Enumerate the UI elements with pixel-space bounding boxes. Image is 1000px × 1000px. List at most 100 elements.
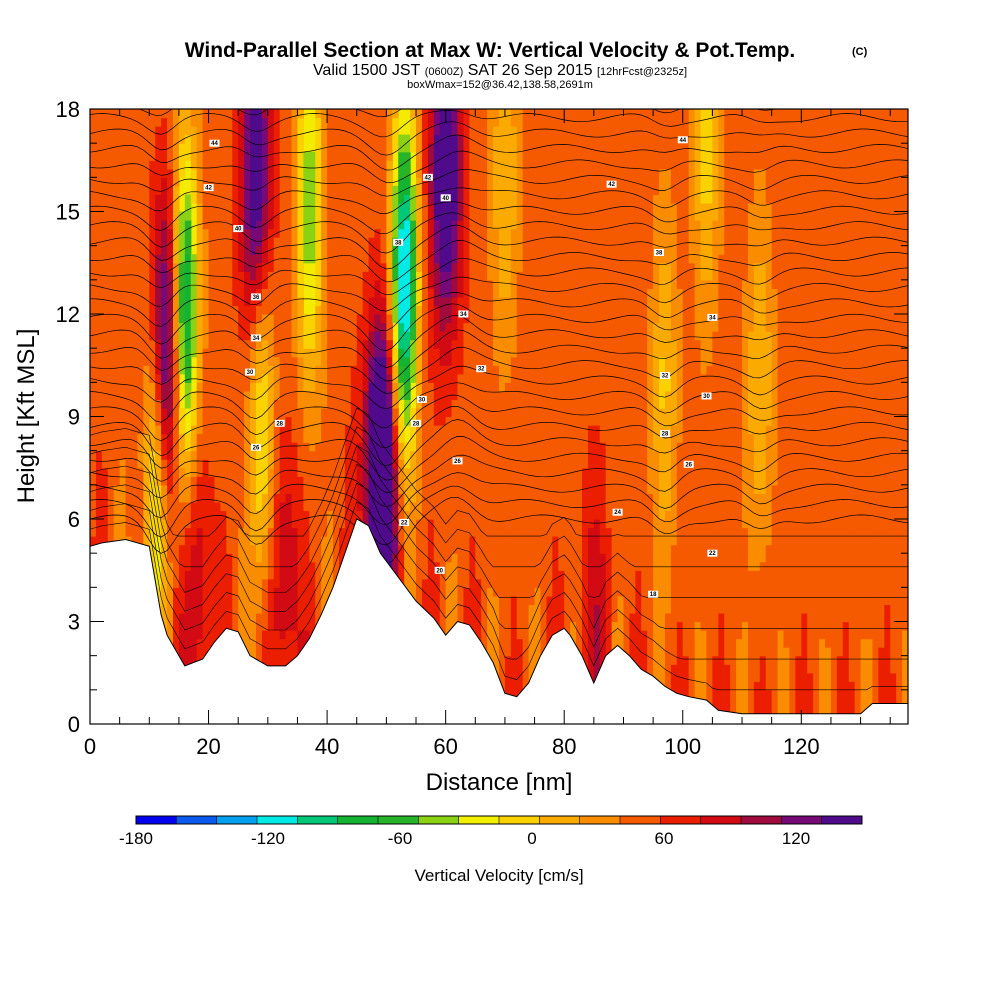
velocity-cell [451,476,459,486]
velocity-cell [238,194,245,204]
velocity-cell [214,288,222,298]
velocity-cell [90,416,97,426]
velocity-cell [309,527,316,537]
velocity-cell [255,339,263,349]
velocity-cell [244,339,251,349]
velocity-cell [499,245,506,255]
velocity-cell [327,296,334,307]
velocity-cell [433,134,441,144]
velocity-cell [433,407,441,418]
velocity-cell [303,339,310,349]
velocity-cell [285,561,293,571]
velocity-cell [226,612,233,623]
velocity-cell [107,211,115,221]
velocity-cell [309,365,316,375]
velocity-cell [214,211,222,221]
velocity-cell [475,211,482,221]
velocity-cell [244,425,251,435]
velocity-cell [95,245,103,255]
velocity-cell [380,459,387,469]
velocity-cell [362,254,370,264]
velocity-cell [475,185,482,196]
velocity-cell [421,305,429,315]
velocity-cell [333,484,340,494]
velocity-cell [410,467,417,477]
velocity-cell [463,570,470,580]
velocity-cell [410,237,417,247]
velocity-cell [362,305,370,315]
velocity-cell [356,126,364,136]
velocity-cell [167,126,174,136]
velocity-cell [433,185,441,196]
velocity-cell [161,245,168,255]
velocity-cell [386,467,393,477]
velocity-cell [273,595,281,606]
velocity-cell [137,245,144,255]
velocity-cell [273,254,281,264]
velocity-cell [220,399,227,409]
velocity-cell [155,134,162,144]
velocity-cell [404,151,411,161]
velocity-cell [416,194,423,204]
velocity-cell [250,185,257,196]
velocity-cell [386,433,393,443]
velocity-cell [196,416,204,426]
velocity-cell [214,570,222,580]
velocity-cell [463,561,470,571]
velocity-cell [445,595,453,606]
velocity-cell [344,160,352,170]
velocity-cell [368,501,376,512]
velocity-cell [404,134,411,144]
velocity-cell [338,339,346,349]
velocity-cell [220,202,227,213]
velocity-cell [279,467,287,477]
velocity-cell [131,296,139,307]
velocity-cell [303,151,310,161]
velocity-cell [255,638,263,648]
velocity-cell [107,501,115,512]
velocity-cell [392,134,399,144]
velocity-cell [279,271,287,281]
velocity-cell [125,382,133,392]
velocity-cell [374,305,382,315]
velocity-cell [291,117,299,127]
velocity-cell [232,245,239,255]
velocity-cell [297,407,304,418]
velocity-cell [220,143,227,153]
velocity-cell [321,527,328,537]
velocity-cell [255,296,263,307]
velocity-cell [368,348,376,358]
velocity-cell [404,416,411,426]
velocity-cell [356,160,364,170]
velocity-cell [504,681,512,691]
velocity-cell [398,185,405,196]
velocity-cell [261,288,269,298]
velocity-cell [208,433,216,443]
velocity-cell [208,544,216,554]
velocity-cell [463,595,470,606]
velocity-cell [214,467,222,477]
velocity-cell [392,433,399,443]
velocity-cell [338,365,346,375]
velocity-cell [101,168,109,178]
velocity-cell [321,501,328,512]
velocity-cell [297,536,304,546]
velocity-cell [315,390,322,401]
velocity-cell [445,339,453,349]
velocity-cell [481,109,488,119]
velocity-cell [90,305,97,315]
velocity-cell [303,570,310,580]
velocity-cell [481,160,488,170]
velocity-cell [291,595,299,606]
velocity-cell [202,314,210,324]
velocity-cell [297,185,304,196]
velocity-cell [291,254,299,264]
velocity-cell [457,467,465,477]
velocity-cell [297,630,304,640]
velocity-cell [368,382,376,392]
velocity-cell [463,501,470,512]
velocity-cell [315,484,322,494]
velocity-cell [202,262,210,272]
velocity-cell [119,262,127,272]
velocity-cell [333,442,340,452]
